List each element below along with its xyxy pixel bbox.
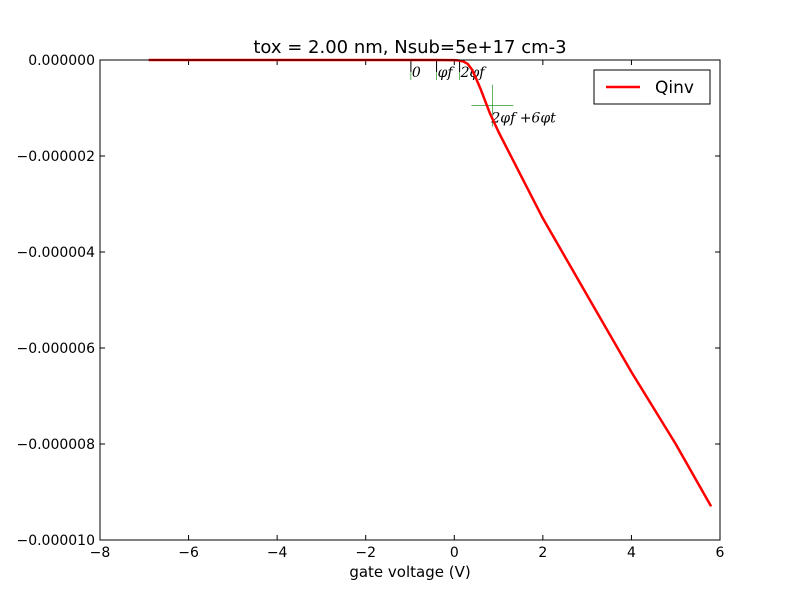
y-tick-label: −0.000002: [16, 149, 95, 165]
legend: Qinv: [593, 69, 711, 105]
x-tick-label: 0: [450, 545, 459, 561]
x-tick-label: −6: [178, 545, 199, 561]
y-tick-label: 0.000000: [28, 53, 95, 69]
y-tick-label: −0.000004: [16, 245, 95, 261]
chart-title: tox = 2.00 nm, Nsub=5e+17 cm-3: [253, 37, 566, 58]
annotation-label: 0: [412, 65, 421, 81]
x-tick-label: −8: [90, 545, 111, 561]
plot-frame: [99, 59, 721, 541]
y-tick-label: −0.000006: [16, 341, 95, 357]
x-tick-label: 6: [716, 545, 725, 561]
x-tick-label: 4: [627, 545, 636, 561]
x-axis-label: gate voltage (V): [349, 563, 470, 581]
plot-area: [100, 60, 720, 540]
x-tick-label: −4: [267, 545, 288, 561]
annotation-label: 2φf +6φt: [490, 111, 556, 127]
annotation-label: φf: [438, 65, 456, 81]
y-tick-label: −0.000008: [16, 437, 95, 453]
x-tick-label: 2: [538, 545, 547, 561]
x-tick-label: −2: [355, 545, 376, 561]
y-tick-label: −0.000010: [16, 533, 95, 549]
ticks-layer: −8 −6 −4 −2 0 2 4 6 0.000000 −0.000002 −0.000004 −0…: [16, 53, 724, 561]
legend-label: Qinv: [655, 78, 694, 98]
legend-box: [593, 69, 711, 105]
